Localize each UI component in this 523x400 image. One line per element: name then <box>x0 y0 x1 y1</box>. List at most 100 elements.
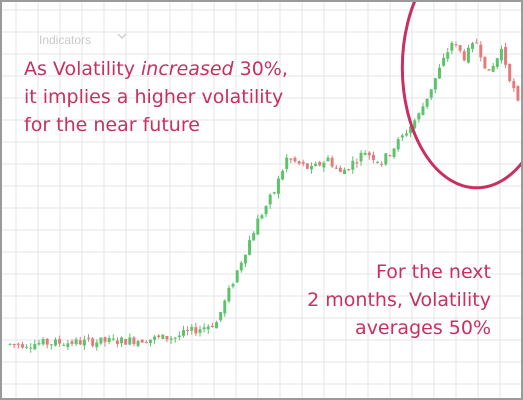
candle-body <box>293 157 297 162</box>
candle-body <box>487 69 491 71</box>
candle-body <box>91 338 95 346</box>
candle-body <box>396 139 400 150</box>
candle-body <box>8 343 12 345</box>
candle-body <box>20 344 24 348</box>
candle-body <box>281 170 285 180</box>
candle-body <box>380 163 384 165</box>
candle-body <box>70 341 74 344</box>
candle-body <box>190 326 194 331</box>
candle-body <box>181 330 185 336</box>
candle-body <box>87 337 91 339</box>
candle-body <box>140 339 144 343</box>
candle-body <box>367 152 371 156</box>
candle-body <box>421 106 425 116</box>
candle-body <box>210 325 214 327</box>
candle-body <box>128 337 132 345</box>
candle-body <box>462 51 466 61</box>
candles <box>8 38 520 353</box>
candle-body <box>330 157 334 167</box>
annotation-left: As Volatility increased 30%, it implies … <box>24 55 288 139</box>
candle-body <box>384 153 388 165</box>
candle-body <box>215 322 219 329</box>
candle-body <box>499 48 503 61</box>
candle-body <box>12 344 16 346</box>
candle-body <box>148 339 152 343</box>
candle-body <box>272 192 276 194</box>
candle-body <box>429 89 433 98</box>
annotation-left-line1: As Volatility increased 30%, <box>24 58 288 80</box>
candle-body <box>404 133 408 136</box>
candle-body <box>475 42 479 44</box>
candle-body <box>78 340 82 345</box>
candle-body <box>177 335 181 338</box>
candle-body <box>115 340 119 344</box>
candle-body <box>376 161 380 163</box>
candle-body <box>231 284 235 287</box>
candle-body <box>268 194 272 205</box>
candle-body <box>95 342 99 348</box>
candle-body <box>173 337 177 339</box>
candle-body <box>483 56 487 69</box>
candle-body <box>504 46 508 65</box>
candle-body <box>409 126 413 134</box>
candle-body <box>49 344 53 346</box>
candle-body <box>417 113 421 120</box>
candle-body <box>359 152 363 162</box>
candle-body <box>124 339 128 345</box>
candle-body <box>25 346 29 348</box>
candle-body <box>343 169 347 175</box>
candle-body <box>66 343 70 348</box>
candle-body <box>206 326 210 330</box>
candle-body <box>512 80 516 89</box>
candle-body <box>442 57 446 66</box>
candle-body <box>33 344 37 350</box>
highlight <box>400 2 521 190</box>
candle-body <box>202 327 206 330</box>
candle-body <box>351 160 355 170</box>
candle-body <box>471 43 475 49</box>
candle-body <box>388 155 392 157</box>
candle-body <box>111 338 115 340</box>
candle-body <box>235 270 239 283</box>
candle-body <box>248 240 252 255</box>
candle-body <box>157 335 161 338</box>
candle-body <box>347 169 351 171</box>
candle-body <box>392 148 396 157</box>
candle-body <box>413 120 417 129</box>
candle-body <box>508 63 512 82</box>
candle-body <box>136 341 140 346</box>
chevron-down-icon[interactable] <box>116 30 128 42</box>
candle-body <box>371 154 375 160</box>
candle-body <box>132 337 136 344</box>
annotation-left-line3: for the near future <box>24 114 200 136</box>
candle-body <box>186 330 190 332</box>
candle-body <box>165 335 169 340</box>
indicators-label[interactable]: Indicators <box>39 33 92 47</box>
candle-body <box>53 339 57 346</box>
candle-body <box>74 339 78 345</box>
candle-body <box>305 163 309 169</box>
candle-body <box>454 44 458 46</box>
candle-body <box>103 337 107 342</box>
candle-body <box>433 78 437 90</box>
candle-body <box>309 165 313 170</box>
candle-body <box>479 44 483 58</box>
candle-body <box>198 329 202 333</box>
candle-body <box>318 161 322 166</box>
candle-body <box>239 262 243 271</box>
candle-body <box>169 338 173 340</box>
candle-body <box>400 135 404 138</box>
candle-body <box>223 300 227 314</box>
candle-body <box>458 45 462 51</box>
candle-body <box>29 347 33 349</box>
candle-body <box>516 86 520 101</box>
candle-body <box>466 47 470 63</box>
candle-body <box>363 153 367 155</box>
candle-body <box>491 65 495 72</box>
candle-body <box>338 167 342 172</box>
candle-body <box>326 157 330 162</box>
candle-body <box>355 162 359 164</box>
candle-body <box>297 161 301 164</box>
